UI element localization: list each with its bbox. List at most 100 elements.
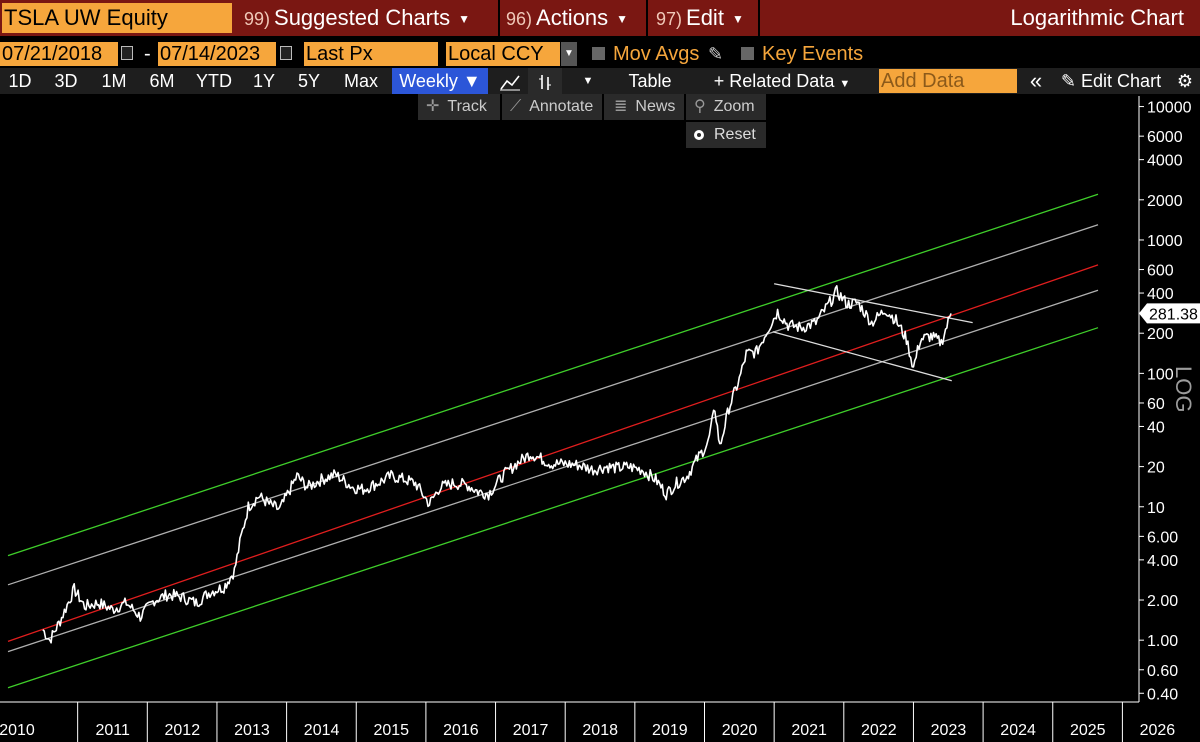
period-1y-button[interactable]: 1Y <box>252 71 276 91</box>
collapse-icon[interactable]: « <box>1029 68 1043 93</box>
chevron-down-icon[interactable]: ▼ <box>582 75 594 87</box>
field-selector[interactable]: Last Px <box>304 42 438 66</box>
menu-label: Edit <box>686 5 724 30</box>
news-button[interactable]: ≣ News <box>604 94 684 120</box>
track-button[interactable]: ✛ Track <box>418 94 500 120</box>
y-tick-label: 10 <box>1147 500 1165 517</box>
news-icon: ≣ <box>614 98 628 115</box>
y-tick-label: 60 <box>1147 396 1165 413</box>
period-6m-button[interactable]: 6M <box>149 71 175 91</box>
menu-number: 97) <box>656 9 683 29</box>
table-button[interactable]: Table <box>628 71 672 91</box>
x-tick-label: 2025 <box>1070 722 1106 739</box>
y-axis: 10000 6000 4000 2000 1000 600 400 200 100 60 40 20 1… <box>1138 96 1196 703</box>
x-tick-label: 2021 <box>791 722 827 739</box>
chevron-down-icon[interactable]: ▼ <box>561 42 577 66</box>
y-axis-scale-label: LOG <box>1171 366 1196 412</box>
y-tick-label: 200 <box>1147 326 1174 343</box>
x-tick-label: 2017 <box>513 722 549 739</box>
y-tick-label: 0.40 <box>1147 686 1178 703</box>
channel-lines <box>7 193 1099 689</box>
suggested-charts-menu[interactable]: 99) Suggested Charts ▼ <box>244 0 470 36</box>
menu-divider <box>646 0 648 36</box>
magnifier-icon: ⚲ <box>694 98 706 115</box>
pencil-icon[interactable]: ✎ <box>708 44 724 64</box>
annotate-label: Annotate <box>529 98 594 115</box>
x-tick-label: 2015 <box>373 722 409 739</box>
related-data-dropdown[interactable]: + Related Data ▼ <box>702 68 862 94</box>
x-tick-label: 2010 <box>0 722 35 739</box>
menu-label: Actions <box>536 5 609 30</box>
add-data-input[interactable]: Add Data <box>879 69 1017 93</box>
y-tick-label: 4000 <box>1147 153 1183 170</box>
news-label: News <box>635 98 676 115</box>
x-tick-label: 2026 <box>1140 722 1176 739</box>
y-tick-label: 2.00 <box>1147 593 1178 610</box>
y-tick-label: 2000 <box>1147 193 1183 210</box>
price-line <box>42 285 952 644</box>
x-tick-label: 2013 <box>234 722 270 739</box>
period-3d-button[interactable]: 3D <box>54 71 78 91</box>
menu-divider <box>758 0 760 36</box>
calendar-icon[interactable] <box>280 46 292 60</box>
period-1m-button[interactable]: 1M <box>101 71 127 91</box>
annotate-button[interactable]: ⟋ Annotate <box>502 94 602 120</box>
trend-line-1 <box>774 283 973 324</box>
last-price-flag <box>1139 303 1200 324</box>
calendar-icon[interactable] <box>121 46 133 60</box>
edit-menu[interactable]: 97) Edit ▼ <box>656 0 744 36</box>
trend-line-2 <box>772 331 952 382</box>
x-tick-label: 2011 <box>95 722 130 739</box>
start-date-field[interactable]: 07/21/2018 <box>0 42 118 66</box>
upper-inner-band-line <box>7 224 1099 586</box>
candlestick-icon[interactable] <box>528 68 562 94</box>
edit-chart-button[interactable]: ✎ Edit Chart <box>1054 68 1168 94</box>
period-1d-button[interactable]: 1D <box>8 71 32 91</box>
chart-title: Logarithmic Chart <box>1010 5 1184 30</box>
y-tick-label: 20 <box>1147 460 1165 477</box>
x-tick-label: 2016 <box>443 722 479 739</box>
price-chart[interactable]: 1000060004000200010006004002001006040201… <box>0 96 1200 742</box>
pencil-icon: ⟋ <box>510 98 522 115</box>
y-tick-label: 100 <box>1147 366 1174 383</box>
frequency-dropdown[interactable]: Weekly ▼ <box>392 68 488 94</box>
chevron-down-icon: ▼ <box>839 78 851 90</box>
period-max-button[interactable]: Max <box>343 71 378 91</box>
mov-avgs-label[interactable]: Mov Avgs <box>613 43 700 65</box>
x-axis: 2010 2011 2012 2013 2014 2015 2016 2017 2018 2019… <box>0 701 1176 742</box>
period-5y-button[interactable]: 5Y <box>297 71 321 91</box>
menu-label: Suggested Charts <box>274 5 451 30</box>
period-ytd-button[interactable]: YTD <box>196 71 232 91</box>
y-tick-label: 600 <box>1147 263 1174 280</box>
ticker-field[interactable]: TSLA UW Equity <box>2 3 232 33</box>
date-separator: - <box>144 43 151 65</box>
key-events-checkbox[interactable] <box>741 47 754 60</box>
y-tick-label: 40 <box>1147 419 1165 436</box>
reset-button[interactable]: Reset <box>686 122 766 148</box>
x-tick-label: 2014 <box>304 722 340 739</box>
gear-icon[interactable]: ⚙ <box>1176 71 1194 91</box>
end-date-field[interactable]: 07/14/2023 <box>158 42 276 66</box>
last-price-marker: 281.38 <box>1139 303 1200 324</box>
key-events-label[interactable]: Key Events <box>762 43 864 65</box>
y-tick-label: 1000 <box>1147 233 1183 250</box>
lower-outer-band-line <box>7 327 1099 689</box>
y-tick-label: 1.00 <box>1147 633 1178 650</box>
menu-number: 96) <box>506 9 533 29</box>
mov-avgs-checkbox[interactable] <box>592 47 605 60</box>
pencil-icon: ✎ <box>1060 71 1077 91</box>
track-label: Track <box>447 98 487 115</box>
zoom-label: Zoom <box>713 98 755 115</box>
menu-number: 99) <box>244 9 271 29</box>
y-tick-label: 6000 <box>1147 129 1183 146</box>
x-tick-label: 2018 <box>582 722 618 739</box>
y-tick-label: 4.00 <box>1147 553 1178 570</box>
y-tick-label: 10000 <box>1147 100 1192 117</box>
actions-menu[interactable]: 96) Actions ▼ <box>506 0 628 36</box>
line-chart-icon[interactable] <box>494 68 526 94</box>
crosshair-icon: ✛ <box>426 98 440 115</box>
period-toolbar <box>0 68 1200 94</box>
y-tick-label: 6.00 <box>1147 529 1178 546</box>
currency-selector[interactable]: Local CCY <box>446 42 560 66</box>
zoom-button[interactable]: ⚲ Zoom <box>686 94 766 120</box>
